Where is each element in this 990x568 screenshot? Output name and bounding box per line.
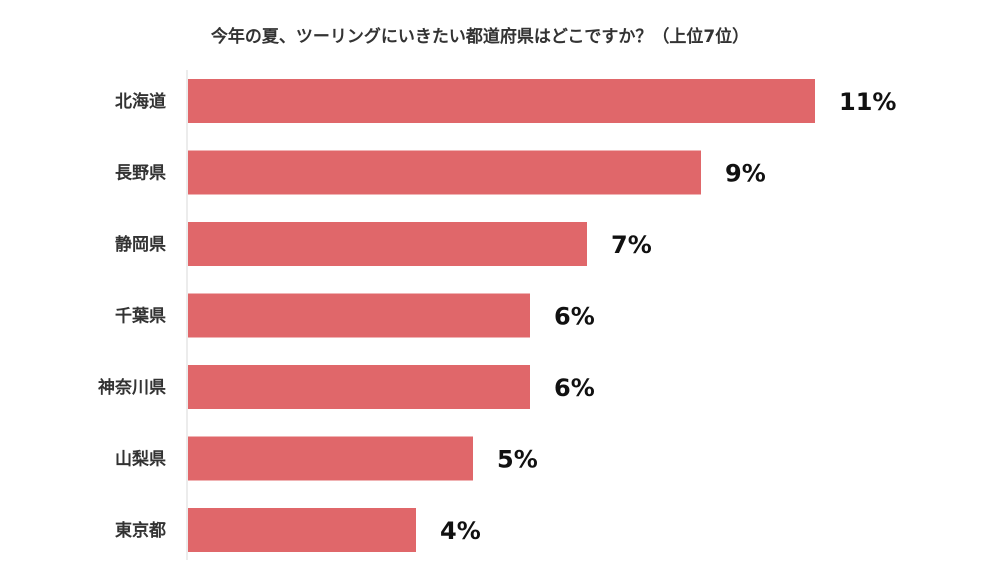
bar [188, 436, 473, 481]
value-label: 5% [497, 446, 538, 474]
bar [188, 79, 815, 123]
value-label: 4% [440, 517, 481, 545]
value-label: 11% [839, 88, 896, 116]
chart-title: 今年の夏、ツーリングにいきたい都道府県はどこですか？（上位7位） [210, 27, 750, 47]
bar [188, 365, 530, 409]
category-label: 神奈川県 [98, 377, 166, 398]
category-label: 山梨県 [115, 449, 166, 470]
category-label: 北海道 [115, 91, 166, 112]
category-label: 千葉県 [115, 306, 166, 327]
value-label: 7% [611, 231, 652, 259]
category-label: 長野県 [115, 164, 166, 184]
bar [188, 150, 701, 195]
value-label: 6% [554, 374, 595, 402]
bars-layer: 北海道 11% 長野県 9% 静岡県 7% 千葉県 6% 神奈川県 6% 山梨県 5% 東京都 4% [98, 79, 896, 552]
category-label: 静岡県 [115, 234, 166, 255]
category-label: 東京都 [115, 520, 166, 541]
bar [188, 222, 587, 266]
bar [188, 293, 530, 338]
bar [188, 508, 416, 552]
value-label: 6% [554, 303, 595, 331]
value-label: 9% [725, 160, 766, 188]
